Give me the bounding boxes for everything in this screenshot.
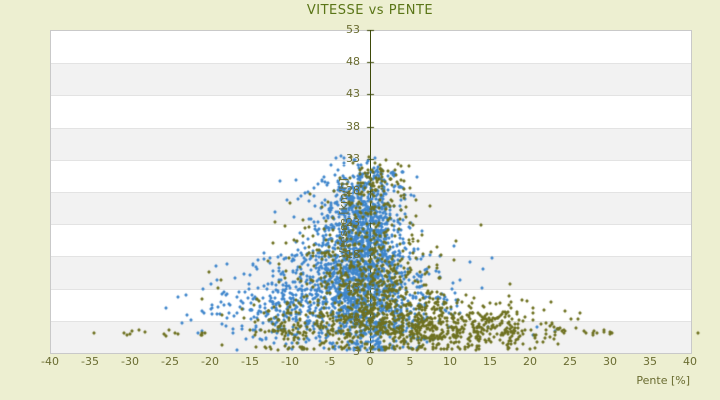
point-cloud-canvas: [0, 0, 720, 400]
